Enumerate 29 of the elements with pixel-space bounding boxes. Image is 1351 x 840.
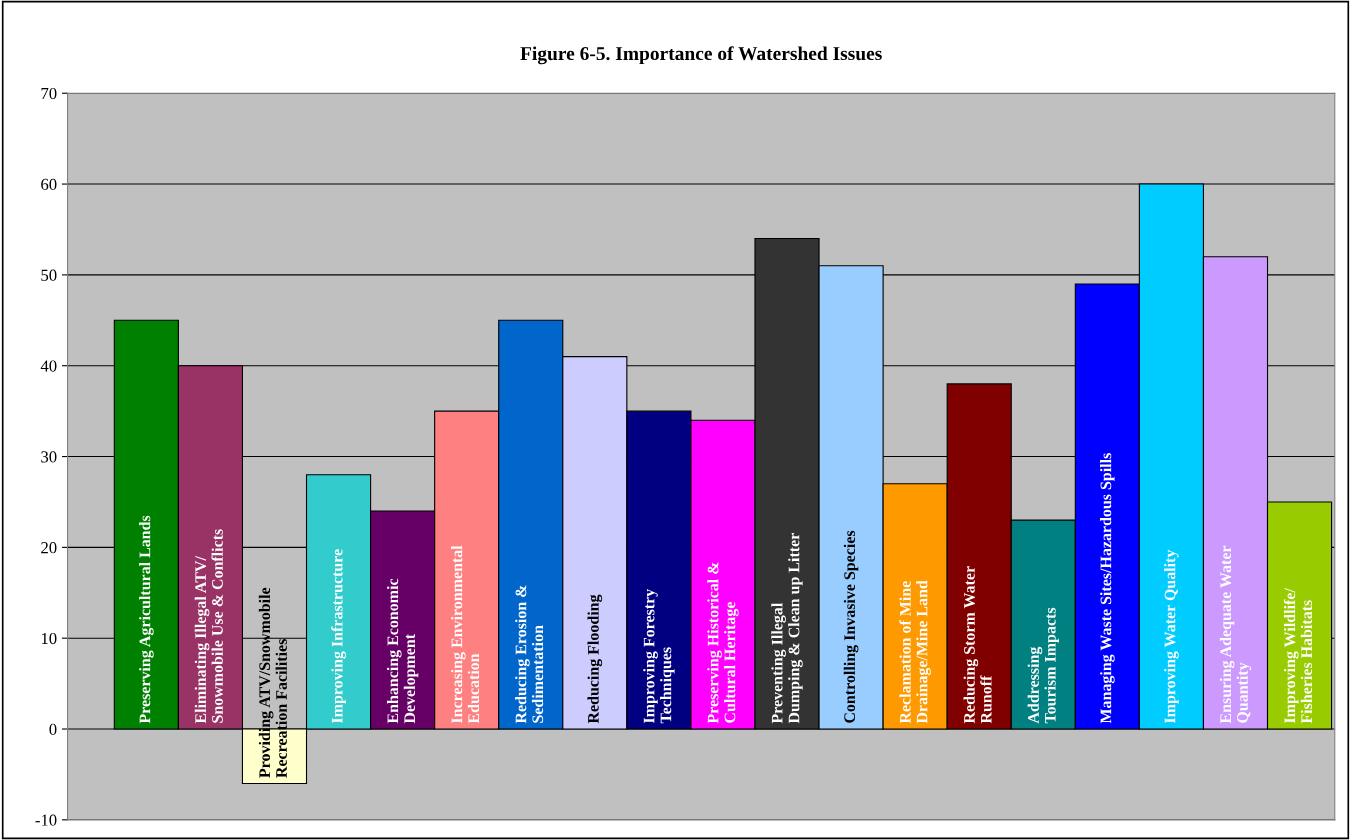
x-tick-label: Preventing Illegal Dumping & Clean up Litter <box>771 533 803 724</box>
x-tick-label: Reducing Erosion & Sedimentation <box>515 585 544 724</box>
x-tick-label: Preserving Historical & Cultural Heritage <box>707 562 739 724</box>
y-tick-label: 60 <box>41 178 57 191</box>
x-tick-label: Providing ATV/Snowmobile Recreation Facilities <box>258 587 287 778</box>
x-tick-label: Ensuring Adequate Water Quantity <box>1219 545 1252 724</box>
x-tick-label: Enhancing Economic Development <box>386 578 419 724</box>
x-tick-label: Reducing Storm Water Runoff <box>963 566 992 724</box>
x-tick-label: Reducing Flooding <box>587 594 603 724</box>
y-tick-label: 0 <box>49 723 57 735</box>
y-tick-label: 20 <box>41 542 57 554</box>
y-tick-label: 30 <box>41 451 57 463</box>
x-tick-label: Managing Waste Sites/Hazardous Spills <box>1100 453 1115 724</box>
chart-title: Figure 6-5. Importance of Watershed Issues <box>520 46 882 65</box>
x-tick-label: Improving Infrastructure <box>331 549 346 724</box>
x-tick-label: Improving Forestry Techniques <box>643 588 675 724</box>
x-tick-label: Addressing Tourism Impacts <box>1027 607 1059 724</box>
y-tick-label: 10 <box>41 632 57 645</box>
x-tick-label: Controlling Invasive Species <box>843 530 859 723</box>
x-tick-label: Eliminating Illegal ATV/ Snowmobile Use & Conflicts <box>194 529 223 724</box>
x-tick-label: Increasing Environmental Education <box>451 545 480 724</box>
x-tick-label: Improving Wildlife/ Fisheries Habitats <box>1283 588 1313 724</box>
y-tick-label: 40 <box>40 360 57 372</box>
y-tick-label: 70 <box>41 87 57 100</box>
x-tick-label: Reclamation of Mine Drainage/Mine Land <box>899 580 931 724</box>
y-tick-label: -10 <box>35 814 57 826</box>
y-tick-label: 50 <box>41 269 57 281</box>
x-tick-label: Preserving Agricultural Lands <box>139 515 154 724</box>
x-tick-label: Improving Water Quality <box>1164 549 1179 724</box>
